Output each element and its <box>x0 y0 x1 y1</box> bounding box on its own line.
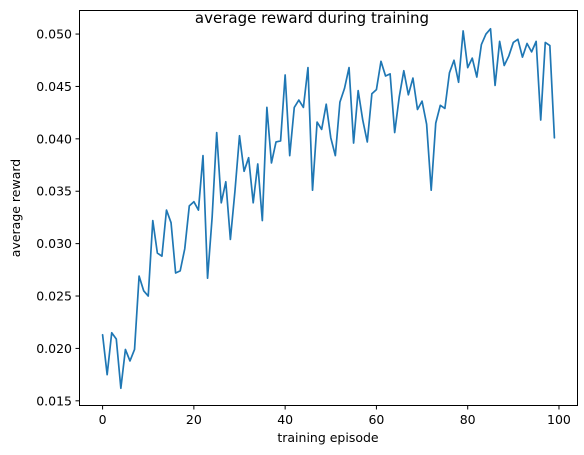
y-tick-label: 0.045 <box>36 79 72 94</box>
chart-title: average reward during training <box>195 9 429 27</box>
y-axis: 0.015 0.020 0.025 0.030 0.035 0.040 0.045 0.050 <box>36 27 80 408</box>
x-tick-label: 100 <box>547 412 571 427</box>
y-axis-label: average reward <box>8 159 23 257</box>
x-tick-label: 80 <box>460 412 476 427</box>
y-tick-label: 0.040 <box>36 131 72 146</box>
axes-frame <box>79 10 578 406</box>
x-axis: 0 20 40 60 80 100 <box>99 405 571 427</box>
y-tick-label: 0.035 <box>36 184 72 199</box>
series-line <box>101 27 556 390</box>
x-tick-label: 40 <box>277 412 293 427</box>
y-tick-label: 0.050 <box>36 27 72 42</box>
y-tick-label: 0.025 <box>36 289 72 304</box>
y-tick-label: 0.030 <box>36 236 72 251</box>
plot-area <box>79 10 578 406</box>
x-tick-label: 60 <box>368 412 384 427</box>
y-tick-label: 0.020 <box>36 341 72 356</box>
x-tick-label: 0 <box>99 412 107 427</box>
x-axis-label: training episode <box>277 430 379 445</box>
x-tick-label: 20 <box>186 412 202 427</box>
y-tick-label: 0.015 <box>36 393 72 408</box>
